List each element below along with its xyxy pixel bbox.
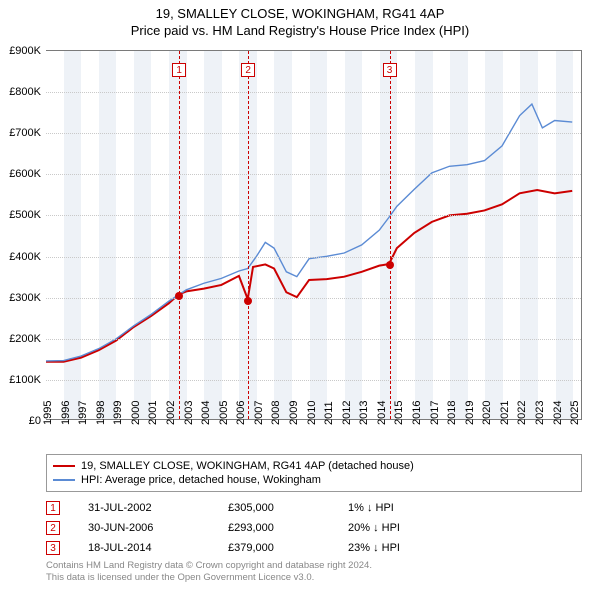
y-gridline [46,257,581,258]
event-date-1: 31-JUL-2002 [88,502,228,514]
x-axis-label: 2001 [147,401,159,425]
x-axis-label: 2011 [323,401,335,425]
footer-line-1: Contains HM Land Registry data © Crown c… [46,560,372,572]
chart-title: 19, SMALLEY CLOSE, WOKINGHAM, RG41 4AP [0,0,600,21]
event-price-1: £305,000 [228,502,348,514]
y-gridline [46,92,581,93]
x-axis-label: 2000 [130,401,142,425]
y-gridline [46,380,581,381]
x-axis-label: 2021 [499,401,511,425]
y-gridline [46,298,581,299]
event-marker-line [248,51,249,419]
footer-line-2: This data is licensed under the Open Gov… [46,572,372,584]
legend-swatch-price-paid [53,465,75,467]
x-axis-label: 2025 [569,401,581,425]
x-axis-label: 2007 [253,401,265,425]
event-marker-line [179,51,180,419]
x-axis-label: 2005 [218,401,230,425]
x-axis-label: 1997 [77,401,89,425]
down-arrow-icon: ↓ [373,522,379,534]
x-axis-label: 2003 [183,401,195,425]
chart-lines-svg [46,51,581,419]
x-axis-label: 2017 [429,401,441,425]
event-diff-2: 20% ↓ HPI [348,522,448,534]
event-row-2: 2 30-JUN-2006 £293,000 20% ↓ HPI [46,518,448,538]
event-marker-number: 2 [241,63,255,77]
chart-plot-area: £0£100K£200K£300K£400K£500K£600K£700K£80… [46,50,582,420]
x-axis-label: 1996 [60,401,72,425]
legend-row-price-paid: 19, SMALLEY CLOSE, WOKINGHAM, RG41 4AP (… [53,459,575,473]
x-axis-label: 1999 [112,401,124,425]
chart-container: 19, SMALLEY CLOSE, WOKINGHAM, RG41 4AP P… [0,0,600,590]
event-point [386,261,394,269]
y-axis-label: £700K [0,127,41,139]
x-axis-label: 2015 [393,401,405,425]
x-axis-label: 2006 [235,401,247,425]
x-axis-label: 2010 [306,401,318,425]
y-axis-label: £100K [0,374,41,386]
y-axis-label: £800K [0,86,41,98]
legend-label-price-paid: 19, SMALLEY CLOSE, WOKINGHAM, RG41 4AP (… [81,460,414,472]
legend-label-hpi: HPI: Average price, detached house, Woki… [81,474,321,486]
series-line-hpi [46,104,572,361]
event-diff-3: 23% ↓ HPI [348,542,448,554]
x-axis-label: 2014 [376,401,388,425]
x-axis-label: 2018 [446,401,458,425]
x-axis-label: 2008 [270,401,282,425]
x-axis-label: 1998 [95,401,107,425]
x-axis-label: 2012 [341,401,353,425]
event-row-3: 3 18-JUL-2014 £379,000 23% ↓ HPI [46,538,448,558]
x-axis-label: 2004 [200,401,212,425]
y-gridline [46,339,581,340]
footer-attribution: Contains HM Land Registry data © Crown c… [46,560,372,584]
legend-swatch-hpi [53,479,75,481]
x-axis-label: 1995 [42,401,54,425]
y-axis-label: £600K [0,168,41,180]
x-axis-label: 2013 [358,401,370,425]
event-row-1: 1 31-JUL-2002 £305,000 1% ↓ HPI [46,498,448,518]
event-num-1: 1 [46,501,60,515]
event-marker-line [390,51,391,419]
event-marker-number: 1 [172,63,186,77]
x-axis-label: 2019 [464,401,476,425]
x-axis-label: 2023 [534,401,546,425]
down-arrow-icon: ↓ [373,542,379,554]
y-gridline [46,133,581,134]
legend-row-hpi: HPI: Average price, detached house, Woki… [53,473,575,487]
event-date-3: 18-JUL-2014 [88,542,228,554]
event-price-3: £379,000 [228,542,348,554]
chart-subtitle: Price paid vs. HM Land Registry's House … [0,21,600,42]
x-axis-label: 2009 [288,401,300,425]
y-axis-label: £500K [0,209,41,221]
x-axis-label: 2020 [481,401,493,425]
legend-box: 19, SMALLEY CLOSE, WOKINGHAM, RG41 4AP (… [46,454,582,492]
down-arrow-icon: ↓ [367,502,373,514]
y-axis-label: £400K [0,251,41,263]
y-axis-label: £900K [0,45,41,57]
y-gridline [46,215,581,216]
x-axis-label: 2022 [516,401,528,425]
event-date-2: 30-JUN-2006 [88,522,228,534]
events-table: 1 31-JUL-2002 £305,000 1% ↓ HPI 2 30-JUN… [46,498,448,558]
event-point [244,297,252,305]
x-axis-label: 2002 [165,401,177,425]
y-gridline [46,174,581,175]
event-point [175,292,183,300]
y-axis-label: £200K [0,333,41,345]
x-axis-label: 2016 [411,401,423,425]
y-axis-label: £300K [0,292,41,304]
event-num-3: 3 [46,541,60,555]
y-axis-label: £0 [0,415,41,427]
event-num-2: 2 [46,521,60,535]
x-axis-label: 2024 [552,401,564,425]
event-diff-1: 1% ↓ HPI [348,502,448,514]
event-price-2: £293,000 [228,522,348,534]
event-marker-number: 3 [383,63,397,77]
